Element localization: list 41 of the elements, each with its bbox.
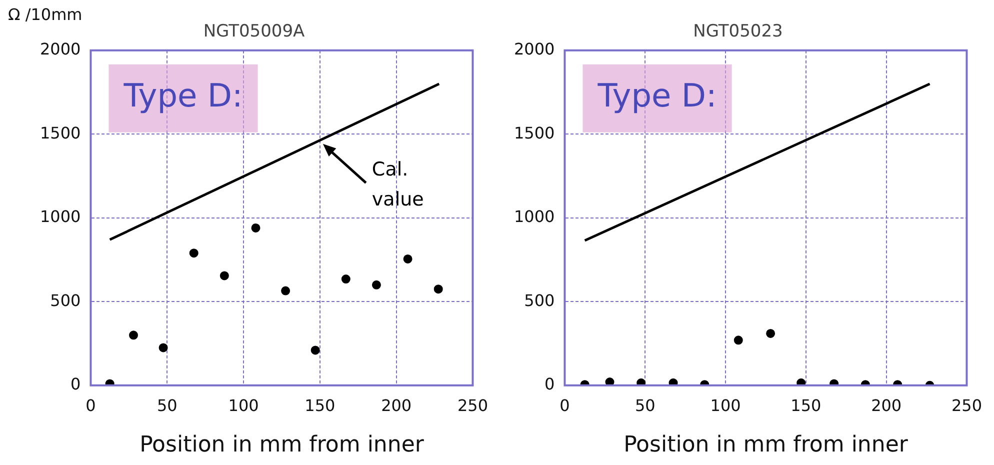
- chart-title: NGT05009A: [203, 22, 306, 42]
- annotation: Type D:: [596, 76, 717, 115]
- x-tick-label: 50: [634, 396, 656, 416]
- point: [372, 280, 381, 290]
- x-tick-label: 250: [951, 396, 982, 416]
- x-tick-label: 250: [457, 396, 488, 416]
- x-tick-label: 150: [304, 396, 336, 416]
- point: [220, 271, 229, 280]
- x-tick-label: 200: [871, 396, 902, 416]
- y-tick-label: 0: [544, 374, 555, 394]
- x-tick-label: 150: [790, 396, 822, 416]
- y-tick-label: 1500: [514, 123, 555, 142]
- y-tick-label: 1000: [514, 207, 555, 226]
- y-axis-title: Ω /10mm: [8, 5, 82, 24]
- x-tick-label: 100: [228, 396, 259, 416]
- x-tick-label: 100: [710, 396, 741, 416]
- x-tick-label: 0: [560, 396, 570, 416]
- point: [189, 248, 198, 258]
- y-tick-label: 500: [524, 290, 555, 310]
- y-tick-label: 1500: [40, 123, 81, 142]
- y-tick-label: 1000: [40, 207, 81, 226]
- point: [158, 343, 168, 352]
- annotation: Type D:: [122, 76, 243, 115]
- point: [129, 330, 138, 340]
- y-tick-label: 500: [50, 290, 81, 310]
- chart-title: NGT05023: [693, 22, 783, 42]
- point: [434, 284, 443, 294]
- x-axis-title: Position in mm from inner: [624, 432, 909, 458]
- point: [281, 286, 290, 296]
- y-tick-label: 0: [70, 374, 81, 394]
- y-tick-label: 2000: [40, 40, 81, 59]
- x-tick-label: 200: [381, 396, 412, 416]
- point: [310, 346, 320, 355]
- y-tick-label: 2000: [514, 40, 555, 59]
- point: [403, 254, 412, 264]
- point: [251, 223, 260, 232]
- annotation: Cal. value: [372, 158, 424, 210]
- point: [341, 274, 350, 284]
- x-tick-label: 0: [86, 396, 96, 416]
- x-tick-label: 50: [156, 396, 178, 416]
- x-axis-title: Position in mm from inner: [140, 432, 425, 458]
